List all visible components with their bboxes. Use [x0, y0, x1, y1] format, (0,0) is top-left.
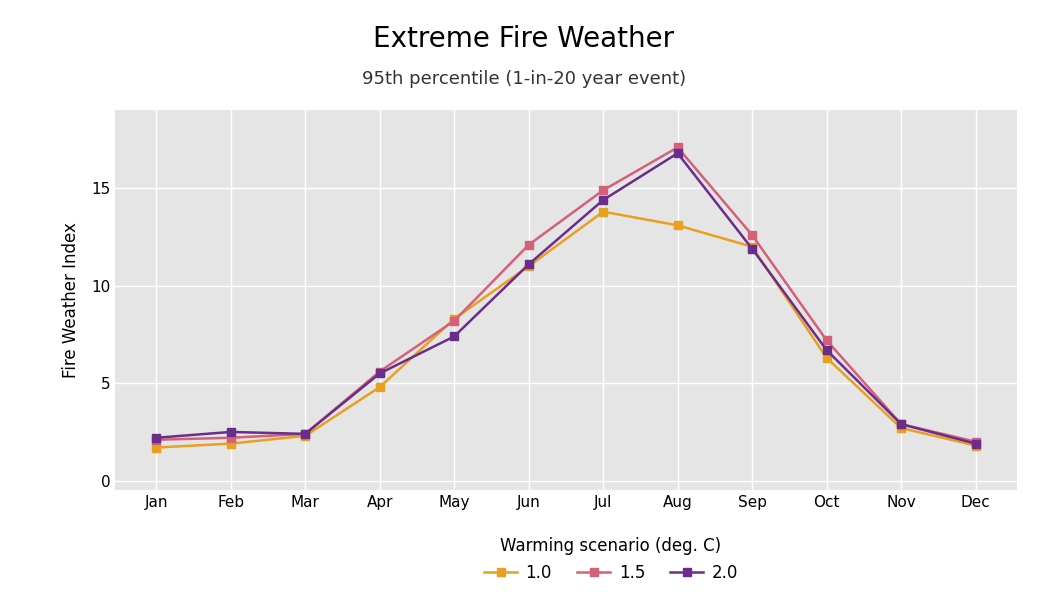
- 2.0: [522, 261, 534, 268]
- Line: 1.5: 1.5: [152, 143, 980, 446]
- Line: 1.0: 1.0: [152, 208, 980, 452]
- Y-axis label: Fire Weather Index: Fire Weather Index: [62, 223, 80, 378]
- 1.5: [969, 438, 982, 446]
- 2.0: [821, 346, 833, 354]
- 1.0: [746, 243, 759, 251]
- Legend: 1.0, 1.5, 2.0: 1.0, 1.5, 2.0: [477, 531, 745, 588]
- 1.5: [299, 430, 311, 438]
- 2.0: [224, 428, 237, 436]
- 1.5: [597, 186, 610, 194]
- 2.0: [373, 370, 386, 377]
- Text: Extreme Fire Weather: Extreme Fire Weather: [373, 25, 675, 53]
- 2.0: [150, 434, 162, 441]
- 1.5: [373, 368, 386, 375]
- 1.5: [746, 231, 759, 238]
- Line: 2.0: 2.0: [152, 149, 980, 447]
- 1.0: [150, 444, 162, 451]
- 2.0: [895, 421, 908, 428]
- 1.0: [373, 383, 386, 390]
- 2.0: [447, 333, 460, 340]
- 2.0: [597, 196, 610, 204]
- 1.5: [224, 434, 237, 441]
- 2.0: [969, 440, 982, 447]
- 1.0: [522, 262, 534, 270]
- 2.0: [672, 150, 684, 157]
- 1.0: [672, 222, 684, 229]
- 1.0: [597, 208, 610, 215]
- 1.0: [895, 424, 908, 432]
- 1.5: [672, 143, 684, 151]
- Text: 95th percentile (1-in-20 year event): 95th percentile (1-in-20 year event): [362, 70, 686, 88]
- 1.5: [522, 241, 534, 248]
- 2.0: [746, 245, 759, 253]
- 1.5: [895, 421, 908, 428]
- 1.0: [447, 315, 460, 322]
- 1.5: [447, 317, 460, 324]
- 1.5: [150, 436, 162, 443]
- 1.0: [224, 440, 237, 447]
- 1.5: [821, 337, 833, 344]
- 2.0: [299, 430, 311, 438]
- 1.0: [299, 432, 311, 440]
- 1.0: [969, 442, 982, 449]
- 1.0: [821, 354, 833, 362]
